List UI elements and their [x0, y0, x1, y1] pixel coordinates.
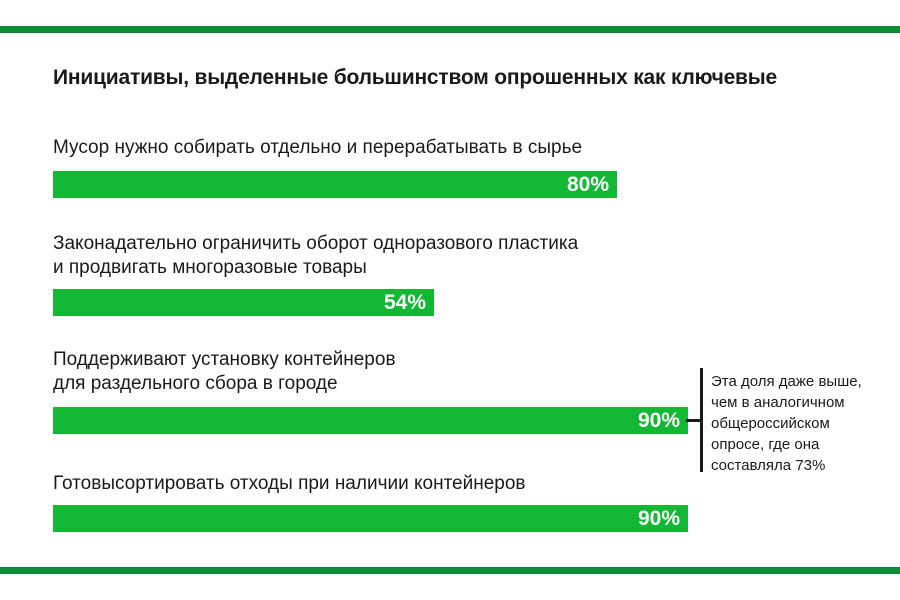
bar-2: 54% — [53, 289, 434, 316]
bar-value-label-3: 90% — [637, 409, 680, 432]
top-divider — [0, 26, 900, 33]
bar-3: 90% — [53, 407, 688, 434]
category-label-1: Мусор нужно собирать отдельно и перераба… — [53, 137, 583, 158]
category-label-2: Законадательно ограничить оборот однораз… — [53, 233, 579, 278]
category-label-4: Готовысортировать отходы при наличии кон… — [53, 473, 526, 494]
bar-4: 90% — [53, 505, 688, 532]
bar-value-label-1: 80% — [566, 173, 609, 196]
category-label-3: Поддерживают установку контейнеров для р… — [53, 349, 396, 394]
chart-title: Инициативы, выделенные большинством опро… — [53, 66, 777, 89]
bar-1: 80% — [53, 171, 617, 198]
annotation-note: Эта доля даже выше, чем в аналогичном об… — [711, 373, 862, 474]
bar-value-label-2: 54% — [383, 291, 426, 314]
bottom-divider — [0, 567, 900, 574]
annotation-bracket — [700, 368, 703, 472]
bar-value-label-4: 90% — [637, 507, 680, 530]
annotation-bracket-tick — [686, 419, 700, 422]
